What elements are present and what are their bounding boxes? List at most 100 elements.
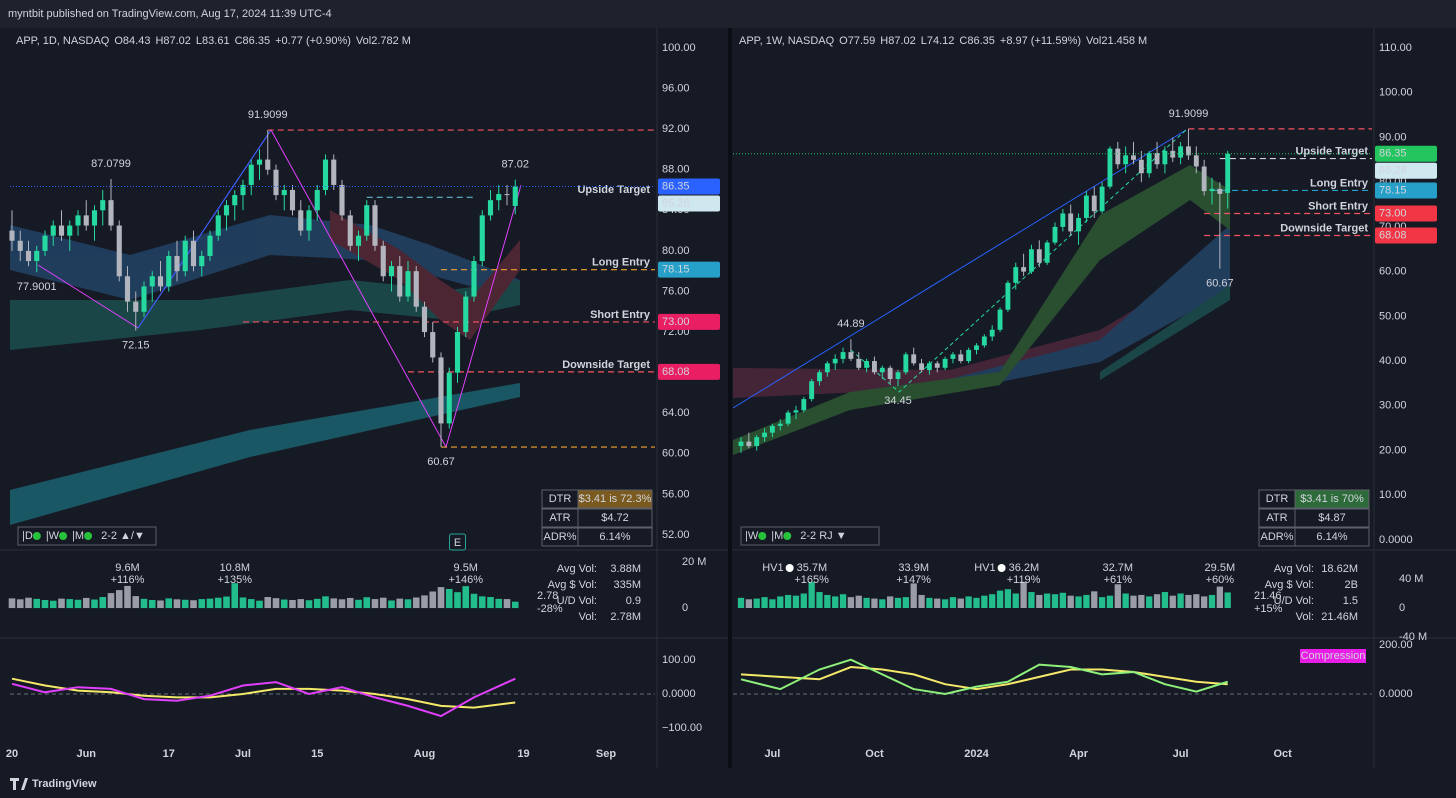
volume-bar [1161, 592, 1169, 609]
candle-body [1138, 159, 1144, 174]
osc-badge-box [1300, 649, 1366, 663]
volume-bar [871, 598, 878, 609]
volume-bar [157, 600, 164, 609]
price-annotation: 77.9001 [17, 281, 57, 293]
volume-bar [1201, 596, 1208, 609]
volume-bar [487, 597, 494, 609]
candle-body [1201, 166, 1207, 192]
vol-last-change: +15% [1254, 603, 1283, 615]
legend-item: APP, 1W, NASDAQ [739, 35, 835, 47]
vol-stat-key: Avg Vol: [1274, 563, 1314, 575]
vol-callout: 32.7M [1103, 562, 1134, 574]
stats-key: ATR [549, 512, 570, 524]
level-label: Upside Target [577, 184, 650, 196]
candle-body [248, 164, 254, 185]
legend-item: 2.782 M [371, 35, 411, 47]
candle-body [116, 225, 122, 277]
price-label: 78.15 [1379, 184, 1407, 196]
vol-callout-change: +135% [217, 574, 252, 586]
publisher: myntbit published on TradingView.com, Au… [8, 8, 332, 20]
volume-bar [313, 598, 321, 609]
ribbon [10, 280, 520, 350]
volume-bar [379, 597, 387, 609]
volume-bar [761, 597, 768, 609]
price-label-box [1375, 227, 1437, 244]
candle-body [124, 276, 131, 302]
stats-value: $3.41 is 70% [1300, 493, 1364, 505]
osc-tick-label: 200.00 [1379, 639, 1413, 651]
stats-cell [1294, 489, 1370, 509]
legend-item: L [921, 35, 927, 47]
candle-body [34, 250, 40, 262]
volume-bar [1012, 593, 1019, 609]
candle-body [1068, 213, 1074, 232]
vol-tick-label: 0 [1399, 602, 1405, 614]
volume-bar [355, 599, 362, 609]
volume-bar [1044, 593, 1051, 609]
volume-bar [388, 600, 395, 609]
price-label: 78.15 [662, 264, 690, 276]
x-tick-label: 17 [163, 748, 175, 760]
candle-body [1005, 282, 1011, 310]
candle-body [903, 354, 909, 373]
volume-bar [214, 597, 222, 609]
candle-body [347, 215, 353, 246]
volume-bar [338, 599, 346, 609]
ribbon [1100, 285, 1230, 380]
level-label: Downside Target [1280, 222, 1368, 234]
volume-bar [462, 586, 470, 609]
osc-tick-label: 100.00 [662, 654, 696, 666]
legend-item: +0.77 (+0.90%) [275, 35, 351, 47]
strat-dot [59, 532, 68, 540]
candle-body [9, 230, 15, 241]
price-label-box [1375, 162, 1437, 179]
volume-bar [495, 598, 503, 609]
price-label: 68.08 [1379, 229, 1407, 241]
candle-body [50, 225, 56, 236]
legend-item: H [880, 35, 888, 47]
legend-item: 77.59 [848, 35, 876, 47]
price-annotation: 91.9099 [1169, 108, 1209, 120]
volume-bar [887, 596, 894, 609]
volume-bar [363, 597, 371, 609]
y-tick-label: 110.00 [1379, 42, 1412, 54]
vol-callout-dot [785, 564, 794, 572]
candle-body [1209, 188, 1215, 192]
candle-body [273, 169, 279, 196]
top-bar [0, 0, 1456, 28]
volume-bar [478, 596, 486, 609]
price-annotation: 44.89 [837, 318, 865, 330]
candle-body [479, 215, 485, 262]
candle-body [438, 357, 444, 424]
candle-body [339, 184, 345, 216]
volume-bar [847, 597, 855, 609]
volume-bar [289, 600, 296, 609]
candle-body [801, 399, 807, 411]
vol-stat-value: 3.88M [610, 563, 641, 575]
candle-body [1060, 213, 1066, 227]
candle-body [182, 240, 188, 272]
volume-bar [745, 599, 752, 609]
vol-stat-value: 21.46M [1321, 611, 1358, 623]
strat-frame: |W [46, 530, 60, 542]
vol-stat-key: Vol: [1296, 611, 1314, 623]
y-tick-label: 100.00 [1379, 87, 1413, 99]
strat-frame: |W [745, 530, 759, 542]
volume-bar [264, 597, 272, 609]
volume-bar [902, 597, 909, 609]
volume-bar [33, 598, 41, 609]
price-label: 73.00 [1379, 207, 1407, 219]
y-tick-label: 56.00 [662, 488, 690, 500]
candle-body [1186, 146, 1191, 156]
volume-bar [1130, 595, 1137, 609]
vol-last-change: -28% [537, 603, 563, 615]
x-tick-label: Jun [76, 748, 96, 760]
candle-body [504, 194, 510, 196]
x-tick-label: Oct [865, 748, 884, 760]
price-label: 85.28 [1379, 165, 1407, 177]
osc-line [740, 658, 1228, 696]
volume-bar [115, 590, 123, 609]
candle-body [75, 215, 81, 226]
vol-callout-change: +147% [896, 574, 931, 586]
volume-bar [346, 597, 354, 609]
